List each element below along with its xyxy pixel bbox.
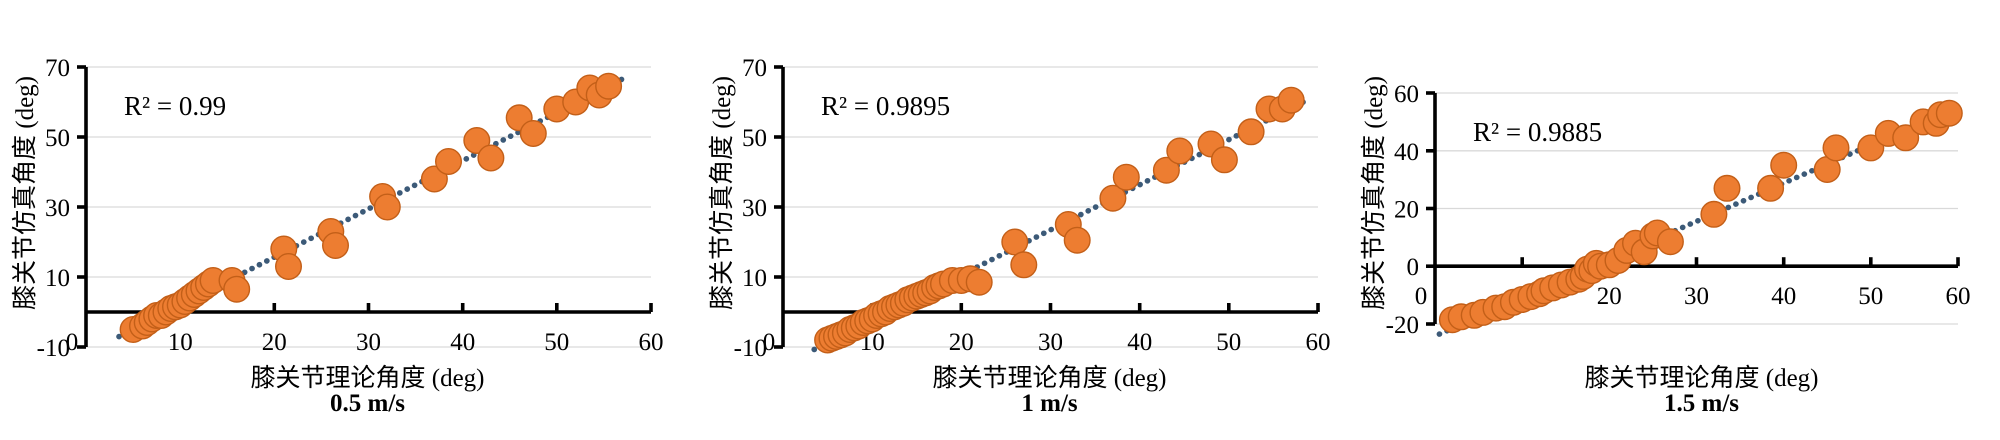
svg-text:10: 10 — [45, 265, 70, 292]
svg-text:20: 20 — [949, 329, 974, 356]
svg-text:50: 50 — [45, 125, 70, 152]
svg-text:60: 60 — [1394, 81, 1419, 108]
svg-text:R² = 0.9895: R² = 0.9895 — [821, 91, 950, 121]
svg-text:-20: -20 — [1386, 312, 1419, 339]
svg-text:50: 50 — [742, 125, 767, 152]
svg-text:60: 60 — [639, 329, 664, 356]
svg-text:10: 10 — [742, 265, 767, 292]
svg-text:30: 30 — [1038, 329, 1063, 356]
svg-text:40: 40 — [1771, 283, 1796, 310]
svg-text:10: 10 — [168, 329, 193, 356]
svg-text:R² = 0.99: R² = 0.99 — [124, 91, 226, 121]
svg-text:0: 0 — [1415, 283, 1428, 310]
svg-text:60: 60 — [1946, 283, 1971, 310]
svg-text:20: 20 — [262, 329, 287, 356]
svg-text:30: 30 — [356, 329, 381, 356]
svg-text:40: 40 — [450, 329, 475, 356]
svg-text:30: 30 — [45, 195, 70, 222]
svg-text:70: 70 — [742, 55, 767, 82]
svg-text:30: 30 — [742, 195, 767, 222]
svg-text:50: 50 — [1858, 283, 1883, 310]
svg-text:0: 0 — [1407, 254, 1420, 281]
svg-text:60: 60 — [1306, 329, 1331, 356]
svg-text:50: 50 — [1216, 329, 1241, 356]
svg-text:40: 40 — [1394, 139, 1419, 166]
svg-text:30: 30 — [1684, 283, 1709, 310]
svg-text:0: 0 — [66, 329, 79, 356]
svg-text:50: 50 — [544, 329, 569, 356]
svg-text:40: 40 — [1127, 329, 1152, 356]
svg-text:20: 20 — [1597, 283, 1622, 310]
svg-text:20: 20 — [1394, 197, 1419, 224]
svg-text:R² = 0.9885: R² = 0.9885 — [1473, 117, 1602, 147]
svg-text:70: 70 — [45, 55, 70, 82]
svg-text:0: 0 — [763, 329, 776, 356]
